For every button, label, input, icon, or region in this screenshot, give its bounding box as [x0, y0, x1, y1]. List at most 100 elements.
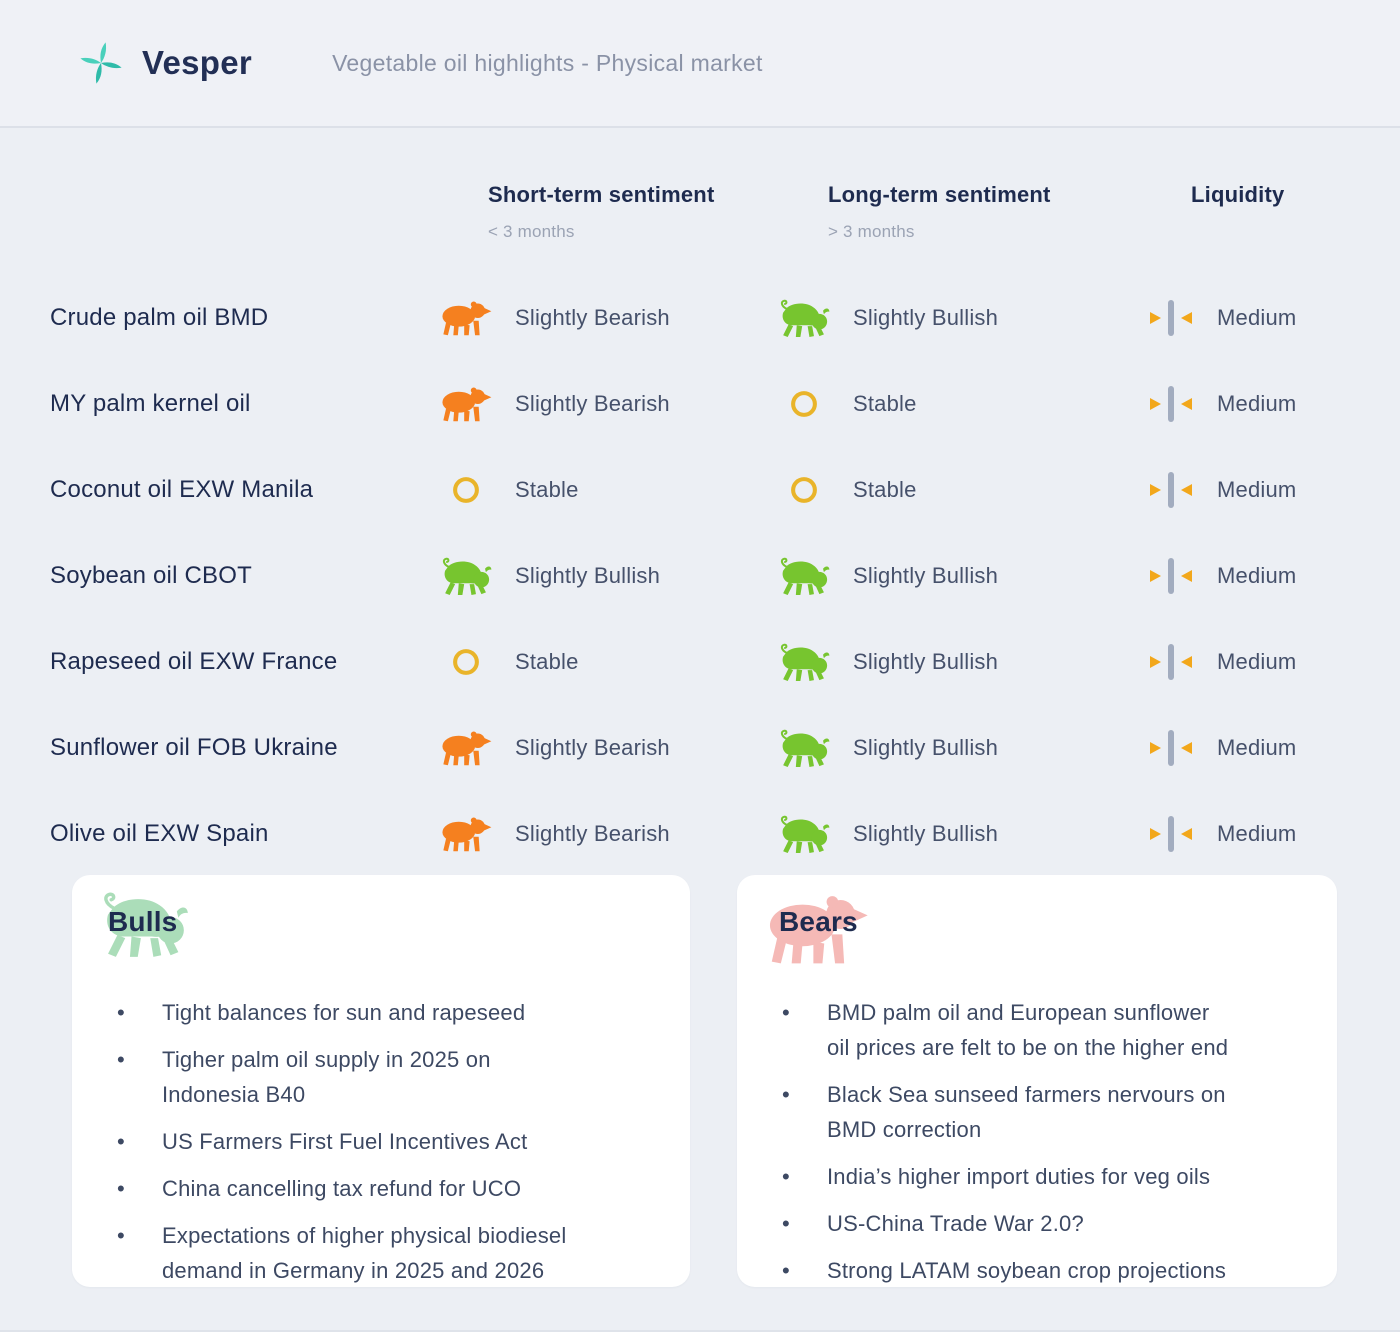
commodity-label: Rapeseed oil EXW France	[50, 648, 338, 675]
bulls-card-header: Bulls	[72, 875, 690, 979]
list-item: Strong LATAM soybean crop projections	[782, 1253, 1307, 1288]
column-short-term-title: Short-term sentiment	[488, 182, 715, 207]
list-item: US Farmers First Fuel Incentives Act	[117, 1124, 660, 1159]
liquidity-medium-icon	[1145, 813, 1197, 855]
short-term-sentiment-cell: Stable	[437, 640, 775, 684]
bull-icon	[437, 554, 495, 598]
sentiment-label: Slightly Bullish	[515, 563, 661, 588]
list-item: US-China Trade War 2.0?	[782, 1206, 1307, 1241]
sentiment-label: Stable	[853, 477, 917, 502]
liquidity-cell: Medium	[1145, 297, 1400, 339]
sentiment-label: Stable	[515, 649, 579, 674]
liquidity-label: Medium	[1217, 477, 1297, 502]
sentiment-label: Slightly Bearish	[515, 735, 670, 760]
bull-icon	[775, 554, 833, 598]
stable-icon	[775, 468, 833, 512]
list-item: India’s higher import duties for veg oil…	[782, 1159, 1307, 1194]
list-item: BMD palm oil and European sunflower oil …	[782, 995, 1307, 1065]
page-title: Vegetable oil highlights - Physical mark…	[332, 49, 763, 76]
liquidity-medium-icon	[1145, 297, 1197, 339]
liquidity-cell: Medium	[1145, 555, 1400, 597]
long-term-sentiment-cell: Slightly Bullish	[775, 640, 1145, 684]
bull-icon	[775, 640, 833, 684]
table-row: Sunflower oil FOB Ukraine Slightly Beari…	[50, 705, 1400, 791]
column-long-term-title: Long-term sentiment	[828, 182, 1051, 207]
bears-list: BMD palm oil and European sunflower oil …	[737, 979, 1337, 1288]
commodity-label: Olive oil EXW Spain	[50, 820, 269, 847]
bear-icon	[437, 812, 495, 856]
bear-icon	[437, 382, 495, 426]
liquidity-cell: Medium	[1145, 641, 1400, 683]
column-short-term-sub: < 3 months	[488, 222, 575, 241]
liquidity-cell: Medium	[1145, 469, 1400, 511]
list-item: Expectations of higher physical biodiese…	[117, 1218, 660, 1288]
stable-icon	[437, 468, 495, 512]
long-term-sentiment-cell: Slightly Bullish	[775, 726, 1145, 770]
column-long-term-sub: > 3 months	[828, 222, 915, 241]
sentiment-label: Slightly Bullish	[853, 305, 999, 330]
vesper-logo-icon	[80, 42, 122, 84]
short-term-sentiment-cell: Slightly Bearish	[437, 382, 775, 426]
bulls-card: Bulls Tight balances for sun and rapesee…	[72, 875, 690, 1287]
liquidity-label: Medium	[1217, 649, 1297, 674]
stable-icon	[775, 382, 833, 426]
commodity-label: Sunflower oil FOB Ukraine	[50, 734, 338, 761]
stable-icon	[437, 640, 495, 684]
summary-cards: Bulls Tight balances for sun and rapesee…	[72, 875, 1337, 1287]
column-liquidity-title: Liquidity	[1191, 182, 1285, 207]
sentiment-table: Short-term sentiment < 3 months Long-ter…	[0, 182, 1400, 877]
long-term-sentiment-cell: Slightly Bullish	[775, 554, 1145, 598]
table-row: Soybean oil CBOT Slightly Bullish Slight…	[50, 533, 1400, 619]
list-item: Black Sea sunseed farmers nervours on BM…	[782, 1077, 1307, 1147]
liquidity-cell: Medium	[1145, 383, 1400, 425]
liquidity-medium-icon	[1145, 555, 1197, 597]
bears-card-title: Bears	[779, 906, 858, 937]
bear-icon	[437, 296, 495, 340]
liquidity-cell: Medium	[1145, 813, 1400, 855]
liquidity-label: Medium	[1217, 305, 1297, 330]
bull-mint-icon	[94, 888, 194, 960]
bulls-card-title: Bulls	[108, 906, 178, 937]
sentiment-label: Slightly Bullish	[853, 821, 999, 846]
table-row: Rapeseed oil EXW France Stable Slightly …	[50, 619, 1400, 705]
sentiment-label: Slightly Bearish	[515, 305, 670, 330]
short-term-sentiment-cell: Slightly Bearish	[437, 726, 775, 770]
table-header-row: Short-term sentiment < 3 months Long-ter…	[50, 182, 1400, 242]
sentiment-label: Slightly Bullish	[853, 563, 999, 588]
bear-icon	[437, 726, 495, 770]
bull-icon	[775, 726, 833, 770]
commodity-label: MY palm kernel oil	[50, 390, 251, 417]
sentiment-label: Slightly Bullish	[853, 649, 999, 674]
liquidity-medium-icon	[1145, 469, 1197, 511]
brand-name: Vesper	[142, 44, 253, 81]
long-term-sentiment-cell: Slightly Bullish	[775, 296, 1145, 340]
short-term-sentiment-cell: Slightly Bullish	[437, 554, 775, 598]
sentiment-label: Slightly Bullish	[853, 735, 999, 760]
list-item: Tight balances for sun and rapeseed	[117, 995, 660, 1030]
liquidity-medium-icon	[1145, 727, 1197, 769]
sentiment-label: Slightly Bearish	[515, 821, 670, 846]
app-header: Vesper Vegetable oil highlights - Physic…	[0, 0, 1400, 128]
liquidity-label: Medium	[1217, 735, 1297, 760]
liquidity-label: Medium	[1217, 563, 1297, 588]
list-item: Tigher palm oil supply in 2025 on Indone…	[117, 1042, 660, 1112]
liquidity-label: Medium	[1217, 391, 1297, 416]
commodity-label: Coconut oil EXW Manila	[50, 476, 314, 503]
bull-icon	[775, 812, 833, 856]
short-term-sentiment-cell: Slightly Bearish	[437, 812, 775, 856]
short-term-sentiment-cell: Slightly Bearish	[437, 296, 775, 340]
table-row: Coconut oil EXW Manila Stable Stable Med…	[50, 447, 1400, 533]
liquidity-label: Medium	[1217, 821, 1297, 846]
sentiment-label: Stable	[515, 477, 579, 502]
sentiment-label: Slightly Bearish	[515, 391, 670, 416]
long-term-sentiment-cell: Stable	[775, 382, 1145, 426]
bulls-list: Tight balances for sun and rapeseed Tigh…	[72, 979, 690, 1288]
table-row: Crude palm oil BMD Slightly Bearish Slig…	[50, 275, 1400, 361]
liquidity-medium-icon	[1145, 641, 1197, 683]
liquidity-medium-icon	[1145, 383, 1197, 425]
bottom-edge-divider	[0, 1330, 1400, 1332]
bears-card-header: Bears	[737, 875, 1337, 979]
table-row: Olive oil EXW Spain Slightly Bearish Sli…	[50, 791, 1400, 877]
bear-pink-icon	[759, 891, 875, 967]
liquidity-cell: Medium	[1145, 727, 1400, 769]
